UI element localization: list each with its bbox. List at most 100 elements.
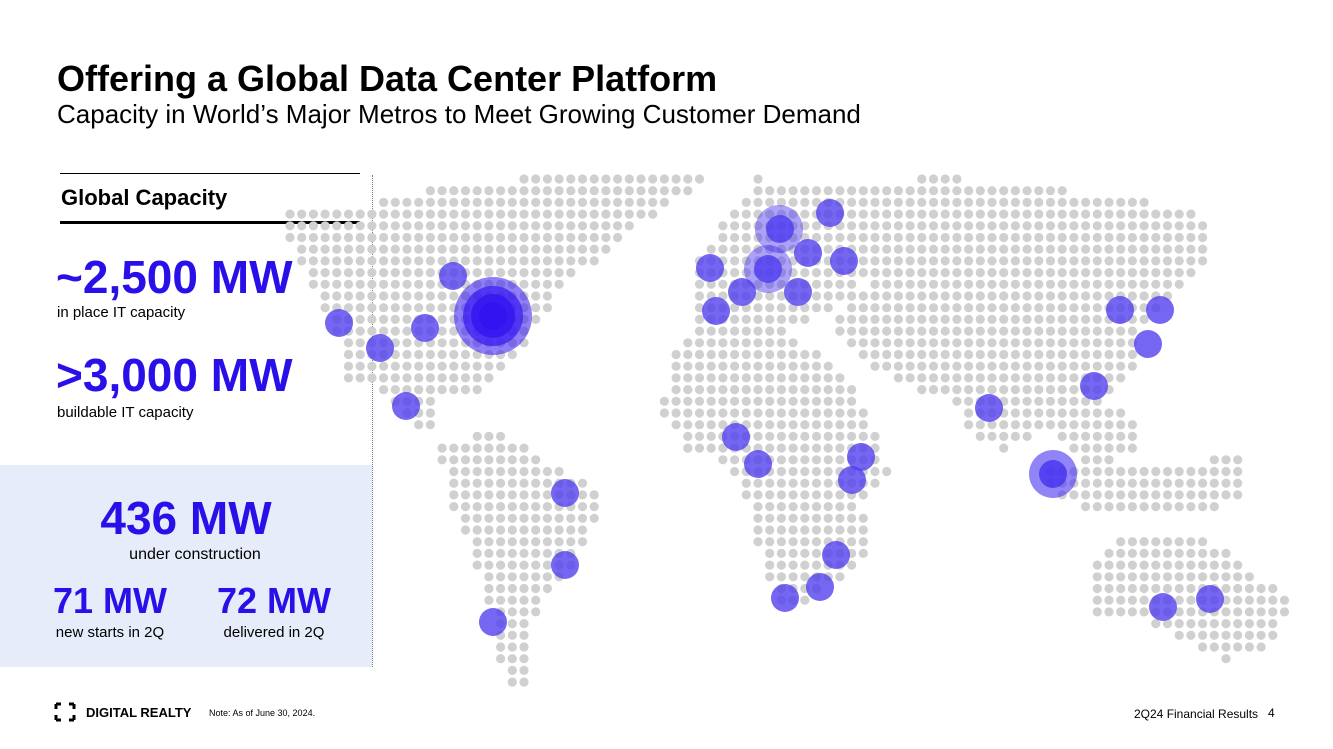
site	[744, 450, 772, 478]
map-dot	[1057, 244, 1067, 254]
map-dot	[905, 244, 915, 254]
map-dot	[788, 513, 798, 523]
map-dot	[730, 455, 740, 465]
map-dot	[308, 256, 318, 266]
map-dot	[800, 268, 810, 278]
map-dot	[449, 209, 459, 219]
map-dot	[706, 408, 716, 418]
site	[551, 551, 579, 579]
map-dot	[928, 291, 939, 301]
map-dot	[297, 256, 307, 266]
map-dot	[870, 349, 880, 360]
map-dot	[1116, 244, 1126, 254]
map-dot	[472, 548, 482, 559]
map-dot	[940, 209, 950, 219]
map-dot	[1081, 490, 1091, 500]
map-dot	[1221, 572, 1231, 582]
map-dot	[519, 665, 529, 676]
map-dot	[718, 455, 728, 465]
map-dot	[496, 548, 506, 559]
map-dot	[1162, 537, 1173, 547]
map-dot	[519, 525, 529, 535]
map-dot	[975, 232, 985, 243]
map-dot	[928, 279, 939, 289]
map-dot	[472, 502, 482, 512]
map-dot	[706, 443, 716, 453]
map-dot	[1069, 256, 1079, 266]
map-dot	[577, 186, 588, 196]
map-dot	[1081, 443, 1091, 453]
map-dot	[1162, 279, 1173, 289]
map-dot	[765, 537, 775, 547]
map-dot	[882, 197, 892, 207]
map-dot	[964, 326, 974, 336]
map-dot	[414, 291, 424, 301]
map-dot	[1081, 303, 1091, 313]
map-dot	[1057, 420, 1067, 430]
map-dot	[320, 291, 330, 301]
map-dot	[1081, 197, 1091, 207]
map-dot	[460, 197, 471, 207]
map-dot	[332, 244, 342, 254]
map-dot	[1104, 607, 1114, 617]
map-dot	[1069, 279, 1079, 289]
map-dot	[1186, 256, 1196, 266]
map-dot	[343, 303, 354, 313]
map-dot	[1139, 221, 1149, 231]
map-dot	[1116, 572, 1126, 582]
map-dot	[765, 244, 775, 254]
map-dot	[496, 642, 506, 652]
map-dot	[484, 443, 494, 453]
map-dot	[1162, 232, 1173, 243]
map-dot	[519, 630, 529, 640]
map-dot	[1081, 408, 1091, 418]
site	[1149, 593, 1177, 621]
map-dot	[507, 548, 517, 559]
map-dot	[718, 408, 728, 418]
map-dot	[999, 232, 1009, 243]
map-dot	[1010, 186, 1021, 196]
map-dot	[788, 373, 798, 383]
map-dot	[531, 595, 541, 605]
map-dot	[835, 525, 845, 535]
map-dot	[449, 291, 459, 301]
map-dot	[1127, 232, 1137, 243]
map-dot	[1022, 186, 1032, 196]
map-dot	[390, 385, 400, 395]
map-dot	[893, 373, 904, 383]
map-dot	[823, 502, 833, 512]
map-dot	[952, 174, 962, 184]
map-dot	[542, 209, 553, 219]
site	[696, 254, 724, 282]
map-dot	[1139, 478, 1149, 488]
map-dot	[964, 291, 974, 301]
map-dot	[1081, 455, 1091, 465]
map-dot	[1092, 431, 1102, 441]
map-dot	[589, 513, 599, 523]
map-dot	[1057, 232, 1067, 243]
map-dot	[1104, 279, 1114, 289]
map-dot	[999, 209, 1009, 219]
map-dot	[1244, 630, 1254, 640]
map-dot	[823, 431, 833, 441]
map-dot	[566, 256, 576, 266]
map-dot	[730, 303, 740, 313]
map-dot	[788, 338, 798, 348]
map-dot	[1209, 490, 1219, 500]
map-dot	[847, 513, 857, 523]
map-dot	[613, 186, 623, 196]
map-dot	[776, 478, 787, 488]
map-dot	[1034, 408, 1044, 418]
map-dot	[835, 186, 845, 196]
map-dot	[1081, 256, 1091, 266]
map-dot	[940, 244, 950, 254]
map-dot	[437, 373, 447, 383]
map-dot	[975, 373, 985, 383]
map-dot	[706, 396, 716, 406]
map-dot	[753, 525, 763, 535]
map-dot	[472, 361, 482, 371]
divider	[372, 175, 373, 667]
map-dot	[1045, 326, 1056, 336]
map-dot	[589, 197, 599, 207]
map-dot	[507, 607, 517, 617]
